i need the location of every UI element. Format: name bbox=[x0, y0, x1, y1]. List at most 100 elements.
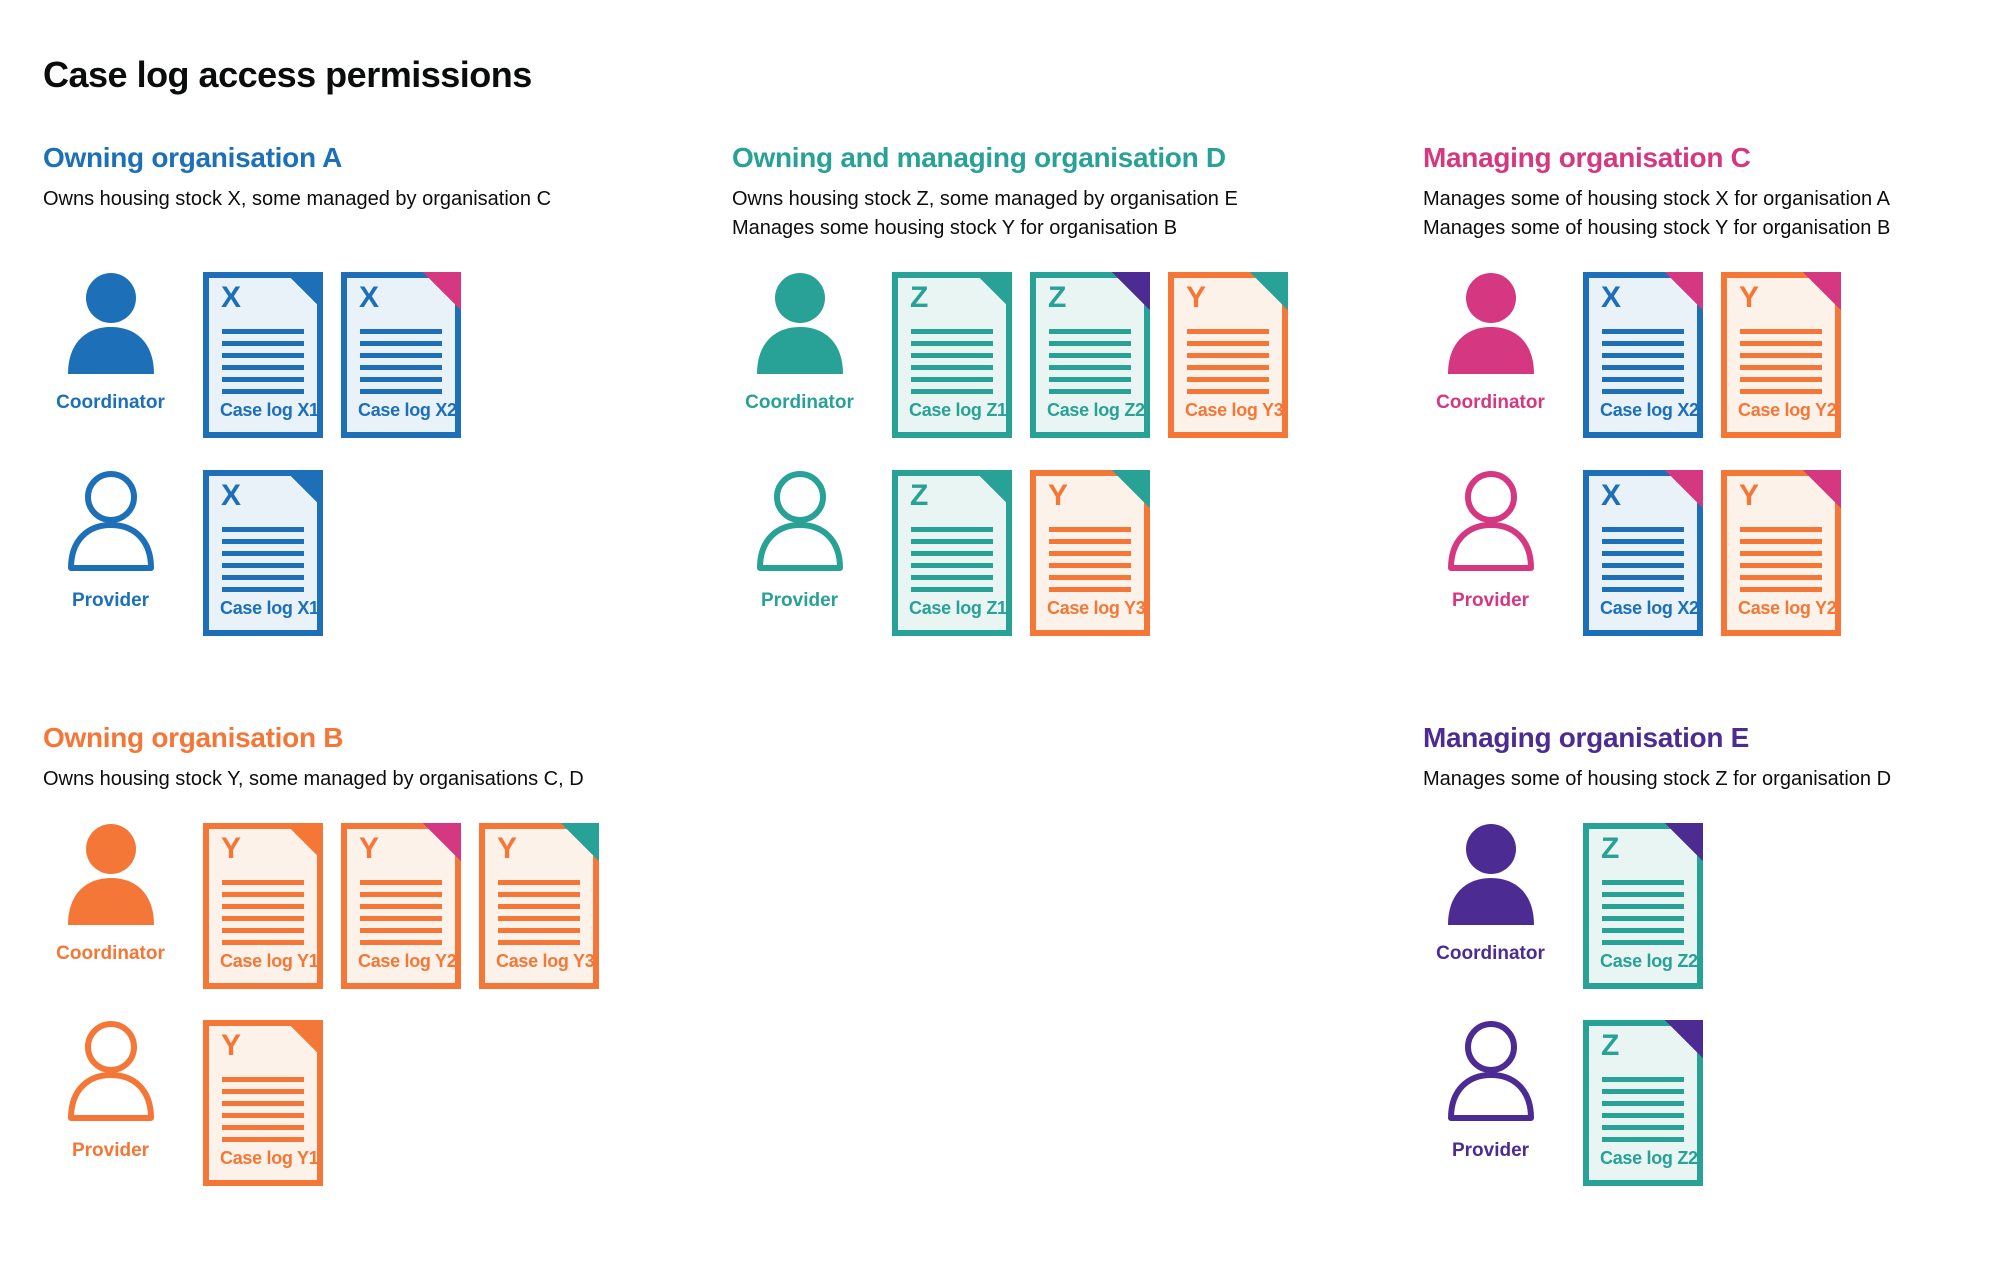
document-text-lines bbox=[360, 880, 442, 952]
text-line bbox=[222, 1137, 304, 1142]
text-line bbox=[1049, 539, 1131, 544]
text-line bbox=[222, 892, 304, 897]
coordinator-figure: Coordinator bbox=[43, 823, 178, 965]
person-outline-icon bbox=[67, 1021, 154, 1121]
text-line bbox=[1049, 575, 1131, 580]
text-line bbox=[1740, 377, 1822, 382]
section-organisation-d: Owning and managing organisation D Owns h… bbox=[732, 142, 1397, 636]
section-description-line: Manages some of housing stock X for orga… bbox=[1423, 188, 1890, 211]
text-line bbox=[222, 1101, 304, 1106]
text-line bbox=[1602, 389, 1684, 394]
case-log-document: Y Case log Y2 bbox=[341, 823, 461, 989]
text-line bbox=[1740, 551, 1822, 556]
case-log-document: Y Case log Y1 bbox=[203, 823, 323, 989]
coordinator-row: Coordinator Y Case log Y1 Y Case log Y2 Y Case… bbox=[43, 823, 617, 989]
text-line bbox=[222, 563, 304, 568]
coordinator-label: Coordinator bbox=[745, 392, 854, 413]
folded-corner-icon bbox=[1112, 470, 1150, 508]
case-log-document: X Case log X1 bbox=[203, 470, 323, 636]
stock-letter: Y bbox=[497, 832, 518, 865]
coordinator-row: Coordinator Z Case log Z2 bbox=[1423, 823, 1721, 989]
text-line bbox=[1602, 1077, 1684, 1082]
text-line bbox=[1740, 389, 1822, 394]
text-line bbox=[911, 389, 993, 394]
text-line bbox=[360, 880, 442, 885]
text-line bbox=[1602, 1137, 1684, 1142]
text-line bbox=[1602, 904, 1684, 909]
section-title: Managing organisation C bbox=[1423, 142, 1751, 173]
text-line bbox=[1602, 341, 1684, 346]
document-text-lines bbox=[222, 329, 304, 401]
text-line bbox=[222, 329, 304, 334]
case-log-document: Y Case log Y3 bbox=[479, 823, 599, 989]
text-line bbox=[360, 365, 442, 370]
page-title: Case log access permissions bbox=[43, 54, 532, 96]
text-line bbox=[1740, 329, 1822, 334]
folded-corner-icon bbox=[1803, 470, 1841, 508]
text-line bbox=[1187, 365, 1269, 370]
text-line bbox=[1049, 329, 1131, 334]
provider-row: Provider Y Case log Y1 bbox=[43, 1020, 341, 1186]
text-line bbox=[222, 880, 304, 885]
section-title: Managing organisation E bbox=[1423, 722, 1750, 753]
document-text-lines bbox=[1740, 527, 1822, 599]
stock-letter: Z bbox=[910, 281, 929, 314]
text-line bbox=[1049, 365, 1131, 370]
stock-letter: Y bbox=[359, 832, 380, 865]
case-log-document: X Case log X2 bbox=[1583, 272, 1703, 438]
case-log-document: Z Case log Z1 bbox=[892, 470, 1012, 636]
provider-label: Provider bbox=[1451, 590, 1530, 611]
text-line bbox=[911, 329, 993, 334]
text-line bbox=[1602, 940, 1684, 945]
text-line bbox=[222, 1077, 304, 1082]
text-line bbox=[1740, 539, 1822, 544]
text-line bbox=[360, 329, 442, 334]
text-line bbox=[1049, 587, 1131, 592]
text-line bbox=[1187, 389, 1269, 394]
document-text-lines bbox=[1187, 329, 1269, 401]
stock-letter: Y bbox=[221, 832, 242, 865]
text-line bbox=[1049, 377, 1131, 382]
text-line bbox=[1602, 563, 1684, 568]
document-text-lines bbox=[1049, 527, 1131, 599]
person-filled-icon bbox=[1447, 824, 1534, 925]
text-line bbox=[911, 353, 993, 358]
text-line bbox=[222, 365, 304, 370]
case-log-label: Case log Z1 bbox=[909, 598, 1007, 618]
text-line bbox=[1049, 389, 1131, 394]
text-line bbox=[222, 1125, 304, 1130]
coordinator-label: Coordinator bbox=[56, 943, 165, 964]
provider-figure: Provider bbox=[43, 1020, 178, 1162]
case-log-label: Case log Y2 bbox=[1738, 598, 1837, 618]
case-log-label: Case log X2 bbox=[1600, 598, 1699, 618]
document-text-lines bbox=[911, 527, 993, 599]
text-line bbox=[360, 341, 442, 346]
case-log-label: Case log X1 bbox=[220, 598, 319, 618]
case-log-label: Case log Y1 bbox=[220, 1148, 319, 1168]
person-outline-icon bbox=[1447, 471, 1534, 571]
text-line bbox=[498, 928, 580, 933]
stock-letter: Y bbox=[1739, 281, 1760, 314]
document-text-lines bbox=[1602, 1077, 1684, 1149]
text-line bbox=[1740, 587, 1822, 592]
text-line bbox=[360, 892, 442, 897]
text-line bbox=[498, 940, 580, 945]
folded-corner-icon bbox=[285, 470, 323, 508]
text-line bbox=[911, 341, 993, 346]
coordinator-row: Coordinator X Case log X1 X Case log X2 bbox=[43, 272, 479, 438]
provider-label: Provider bbox=[1451, 1140, 1530, 1161]
stock-letter: Y bbox=[1186, 281, 1207, 314]
case-log-document: X Case log X1 bbox=[203, 272, 323, 438]
case-log-document: Y Case log Y3 bbox=[1168, 272, 1288, 438]
coordinator-label: Coordinator bbox=[1436, 392, 1545, 413]
text-line bbox=[222, 389, 304, 394]
case-log-label: Case log Z2 bbox=[1047, 400, 1145, 420]
case-log-document: X Case log X2 bbox=[1583, 470, 1703, 636]
provider-row: Provider Z Case log Z2 bbox=[1423, 1020, 1721, 1186]
text-line bbox=[360, 940, 442, 945]
provider-label: Provider bbox=[71, 1140, 150, 1161]
stock-letter: Z bbox=[910, 479, 929, 512]
text-line bbox=[222, 575, 304, 580]
section-description-line: Owns housing stock Z, some managed by or… bbox=[732, 188, 1238, 211]
